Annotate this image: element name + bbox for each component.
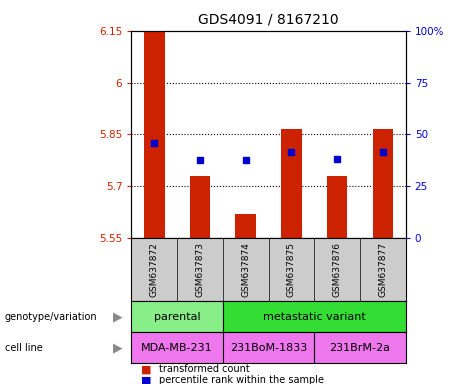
Text: genotype/variation: genotype/variation: [5, 312, 97, 322]
Bar: [131, 301, 223, 332]
Text: 231BrM-2a: 231BrM-2a: [330, 343, 390, 353]
Bar: [236, 214, 256, 238]
Text: GSM637875: GSM637875: [287, 242, 296, 297]
Text: GSM637872: GSM637872: [150, 242, 159, 297]
Bar: [131, 332, 223, 363]
Text: ■: ■: [141, 375, 151, 384]
Title: GDS4091 / 8167210: GDS4091 / 8167210: [198, 13, 339, 27]
Text: parental: parental: [154, 312, 201, 322]
Text: MDA-MB-231: MDA-MB-231: [141, 343, 213, 353]
Bar: [327, 176, 348, 238]
Text: cell line: cell line: [5, 343, 42, 353]
Text: metastatic variant: metastatic variant: [263, 312, 366, 322]
Text: ▶: ▶: [112, 341, 122, 354]
Text: GSM637874: GSM637874: [241, 242, 250, 297]
Bar: [281, 129, 301, 238]
Text: ▶: ▶: [112, 310, 122, 323]
Text: GSM637877: GSM637877: [378, 242, 387, 297]
Bar: [372, 129, 393, 238]
Bar: [223, 301, 406, 332]
Text: percentile rank within the sample: percentile rank within the sample: [159, 375, 324, 384]
Text: 231BoM-1833: 231BoM-1833: [230, 343, 307, 353]
Text: GSM637873: GSM637873: [195, 242, 205, 297]
Bar: [189, 176, 210, 238]
Bar: [144, 31, 165, 238]
Bar: [314, 332, 406, 363]
Text: ■: ■: [141, 364, 151, 374]
Bar: [223, 332, 314, 363]
Text: transformed count: transformed count: [159, 364, 250, 374]
Text: GSM637876: GSM637876: [332, 242, 342, 297]
